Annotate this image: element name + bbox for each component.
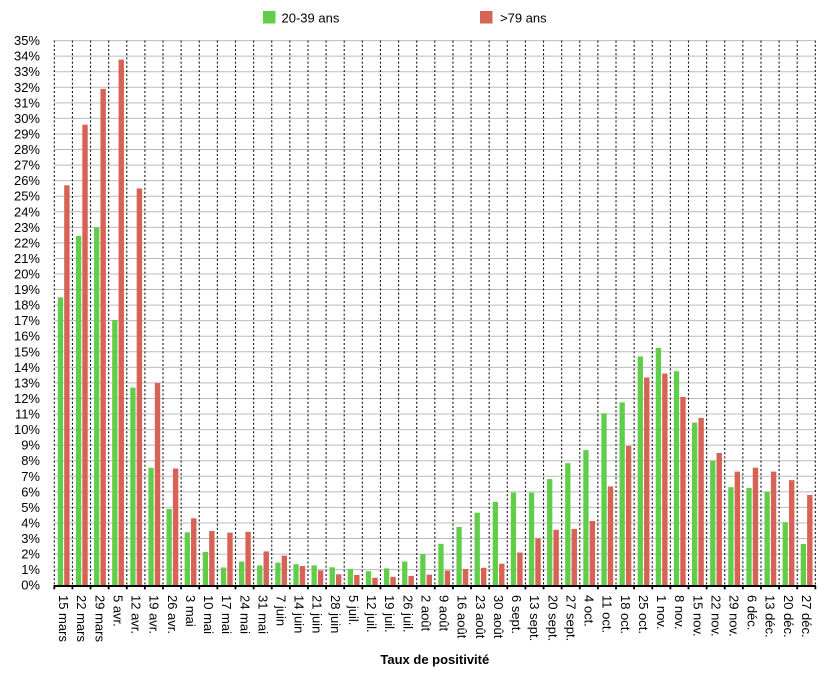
svg-text:12%: 12%	[14, 391, 40, 406]
svg-text:4%: 4%	[21, 515, 40, 530]
svg-text:11%: 11%	[15, 407, 40, 422]
svg-text:15 mars: 15 mars	[56, 595, 71, 642]
svg-text:>79 ans: >79 ans	[500, 10, 547, 25]
svg-text:3 mai: 3 mai	[183, 595, 198, 627]
svg-text:16 août: 16 août	[455, 595, 470, 639]
svg-text:9%: 9%	[21, 438, 40, 453]
svg-text:28%: 28%	[14, 142, 40, 157]
svg-text:26 juil.: 26 juil.	[400, 595, 415, 633]
svg-text:3%: 3%	[21, 531, 40, 546]
svg-text:29 mars: 29 mars	[92, 595, 107, 642]
svg-text:19%: 19%	[14, 282, 40, 297]
svg-text:6%: 6%	[21, 484, 40, 499]
svg-text:6 déc.: 6 déc.	[745, 595, 760, 630]
svg-text:29%: 29%	[14, 126, 40, 141]
svg-text:22 nov.: 22 nov.	[708, 595, 723, 637]
svg-text:22%: 22%	[14, 235, 40, 250]
svg-text:21%: 21%	[14, 251, 40, 266]
svg-text:24%: 24%	[14, 204, 40, 219]
svg-text:18%: 18%	[14, 298, 40, 313]
svg-text:32%: 32%	[14, 80, 40, 95]
svg-text:20 déc.: 20 déc.	[781, 595, 796, 638]
svg-text:17%: 17%	[14, 313, 40, 328]
svg-text:9 août: 9 août	[437, 595, 452, 632]
svg-text:20-39 ans: 20-39 ans	[282, 10, 340, 25]
svg-text:30%: 30%	[14, 111, 40, 126]
svg-text:0%: 0%	[21, 578, 40, 593]
svg-text:26%: 26%	[14, 173, 40, 188]
svg-text:15%: 15%	[14, 344, 40, 359]
svg-text:30 août: 30 août	[491, 595, 506, 639]
svg-text:20%: 20%	[14, 267, 40, 282]
svg-text:18 oct.: 18 oct.	[618, 595, 633, 634]
svg-text:16%: 16%	[14, 329, 40, 344]
svg-text:10%: 10%	[14, 422, 40, 437]
svg-text:2%: 2%	[21, 547, 40, 562]
svg-text:31%: 31%	[14, 95, 40, 110]
svg-text:25 oct.: 25 oct.	[636, 595, 651, 634]
svg-text:13 sept.: 13 sept.	[527, 595, 542, 641]
svg-text:8 nov.: 8 nov.	[672, 595, 687, 629]
svg-text:24 mai: 24 mai	[237, 595, 252, 634]
svg-text:34%: 34%	[14, 49, 40, 64]
svg-text:15 nov.: 15 nov.	[690, 595, 705, 637]
svg-text:7 juin: 7 juin	[274, 595, 289, 626]
svg-text:20 sept.: 20 sept.	[545, 595, 560, 641]
svg-text:5%: 5%	[21, 500, 40, 515]
svg-text:12 avr.: 12 avr.	[129, 595, 144, 634]
svg-text:35%: 35%	[14, 33, 40, 48]
svg-text:23%: 23%	[14, 220, 40, 235]
svg-text:8%: 8%	[21, 453, 40, 468]
svg-text:4 oct.: 4 oct.	[582, 595, 597, 627]
svg-text:5 avr.: 5 avr.	[110, 595, 125, 627]
svg-text:21 juin: 21 juin	[310, 595, 325, 633]
svg-text:19 juil.: 19 juil.	[382, 595, 397, 633]
svg-text:Taux de positivité: Taux de positivité	[380, 652, 489, 667]
svg-text:14 juin: 14 juin	[292, 595, 307, 633]
svg-text:27 déc.: 27 déc.	[799, 595, 814, 638]
svg-text:7%: 7%	[21, 469, 40, 484]
svg-text:1%: 1%	[21, 562, 40, 577]
svg-text:5 juil.: 5 juil.	[346, 595, 361, 625]
svg-text:26 avr.: 26 avr.	[165, 595, 180, 634]
svg-text:23 août: 23 août	[473, 595, 488, 639]
svg-text:12 juil.: 12 juil.	[364, 595, 379, 633]
svg-text:22 mars: 22 mars	[74, 595, 89, 642]
svg-text:13 déc.: 13 déc.	[763, 595, 778, 638]
svg-text:11 oct.: 11 oct.	[600, 595, 615, 633]
svg-text:28 juin: 28 juin	[328, 595, 343, 633]
svg-text:19 avr.: 19 avr.	[147, 595, 162, 634]
svg-text:1 nov.: 1 nov.	[654, 595, 669, 629]
svg-text:29 nov.: 29 nov.	[727, 595, 742, 637]
svg-text:17 mai: 17 mai	[219, 595, 234, 634]
svg-text:6 sept.: 6 sept.	[509, 595, 524, 634]
svg-text:13%: 13%	[14, 375, 40, 390]
svg-text:10 mai: 10 mai	[201, 595, 216, 634]
svg-text:2 août: 2 août	[418, 595, 433, 632]
svg-text:33%: 33%	[14, 64, 40, 79]
svg-text:27 sept.: 27 sept.	[563, 595, 578, 641]
svg-text:27%: 27%	[14, 158, 40, 173]
svg-text:25%: 25%	[14, 189, 40, 204]
svg-text:14%: 14%	[14, 360, 40, 375]
svg-text:31 mai: 31 mai	[255, 595, 270, 634]
